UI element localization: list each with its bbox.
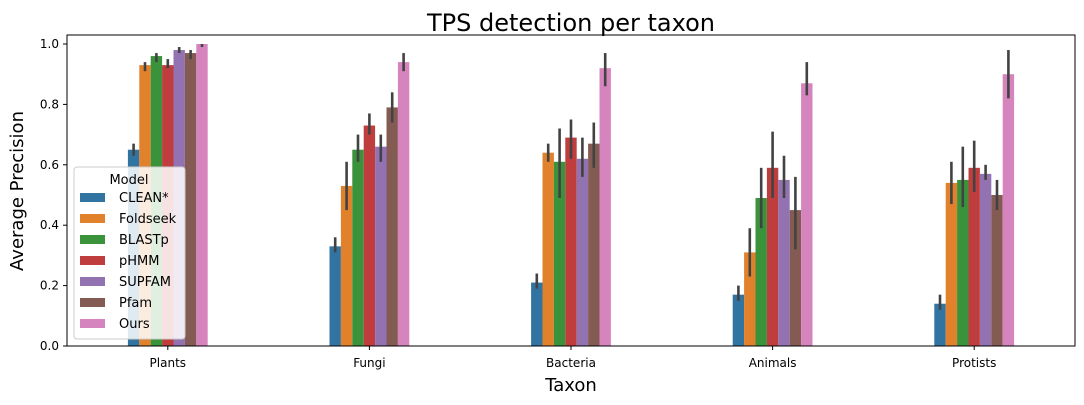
y-axis: 0.0 0.2 0.4 0.6 0.8 1.0: [40, 37, 67, 353]
y-tick-label: 0.2: [40, 279, 59, 293]
legend-label: Foldseek: [119, 212, 177, 227]
legend: Model CLEAN* Foldseek BLASTp pHMM SUPFAM Pfam…: [73, 166, 186, 340]
bar-foldseek-protists: [945, 182, 958, 346]
legend-title: Model: [109, 173, 148, 188]
legend-swatch: [80, 319, 105, 328]
bar-pfam-protists: [991, 195, 1003, 346]
bar-supfam-bacteria: [576, 158, 589, 346]
legend-swatch: [80, 214, 105, 223]
bar-phmm-fungi: [363, 125, 376, 346]
y-tick-label: 0.6: [40, 158, 59, 172]
legend-label: Ours: [119, 317, 150, 332]
bar-supfam-fungi: [375, 146, 387, 346]
legend-swatch: [80, 256, 105, 265]
bar-pfam-bacteria: [588, 143, 600, 346]
legend-label: SUPFAM: [119, 275, 171, 290]
bar-clean-animals: [732, 294, 745, 346]
bar-blastp-bacteria: [553, 161, 566, 346]
bar-blastp-animals: [755, 198, 767, 346]
bar-pfam-fungi: [386, 107, 398, 346]
bar-clean-protists: [934, 303, 946, 346]
legend-label: pHMM: [119, 254, 159, 269]
bar-phmm-animals: [766, 167, 779, 346]
error-bars: [132, 44, 1010, 310]
bar-clean-bacteria: [531, 282, 543, 346]
legend-swatch: [80, 193, 105, 202]
plot-frame: [66, 34, 1076, 347]
y-tick-label: 0.4: [40, 218, 59, 232]
bar-foldseek-animals: [744, 252, 756, 346]
bar-supfam-animals: [778, 179, 790, 346]
x-tick-label: Protists: [952, 356, 996, 370]
legend-swatch: [80, 235, 105, 244]
bar-foldseek-bacteria: [542, 152, 554, 346]
legend-label: BLASTp: [119, 233, 169, 248]
legend-swatch: [80, 298, 105, 307]
y-tick-label: 0.8: [40, 97, 59, 111]
x-axis-title: Taxon: [544, 375, 597, 396]
x-tick-label: Fungi: [353, 356, 385, 370]
bar-phmm-protists: [968, 167, 980, 346]
legend-label: Pfam: [119, 296, 152, 311]
bar-ours-protists: [1002, 74, 1015, 346]
y-tick-label: 0.0: [40, 339, 59, 353]
bar-blastp-protists: [957, 179, 969, 346]
legend-box: [73, 166, 186, 340]
y-tick-label: 1.0: [40, 37, 59, 51]
legend-swatch: [80, 277, 105, 286]
bar-phmm-bacteria: [565, 137, 577, 346]
bar-ours-animals: [801, 83, 813, 346]
bar-clean-fungi: [329, 246, 341, 346]
bar-pfam-animals: [789, 210, 802, 346]
bars: [127, 44, 1015, 347]
x-axis: Plants Fungi Bacteria Animals Protists: [150, 346, 996, 370]
bar-pfam-plants: [184, 53, 197, 347]
bar-blastp-fungi: [352, 149, 364, 346]
y-axis-title: Average Precision: [7, 111, 28, 271]
chart-title: TPS detection per taxon: [426, 9, 715, 37]
x-tick-label: Bacteria: [546, 356, 596, 370]
bar-foldseek-fungi: [340, 185, 353, 346]
legend-label: CLEAN*: [119, 191, 169, 206]
bar-supfam-protists: [979, 173, 992, 346]
bar-ours-fungi: [397, 62, 410, 347]
bar-ours-plants: [196, 44, 208, 346]
legend-items: CLEAN* Foldseek BLASTp pHMM SUPFAM Pfam Ours: [80, 191, 177, 332]
x-tick-label: Animals: [749, 356, 797, 370]
bar-ours-bacteria: [599, 68, 611, 346]
x-tick-label: Plants: [150, 356, 187, 370]
